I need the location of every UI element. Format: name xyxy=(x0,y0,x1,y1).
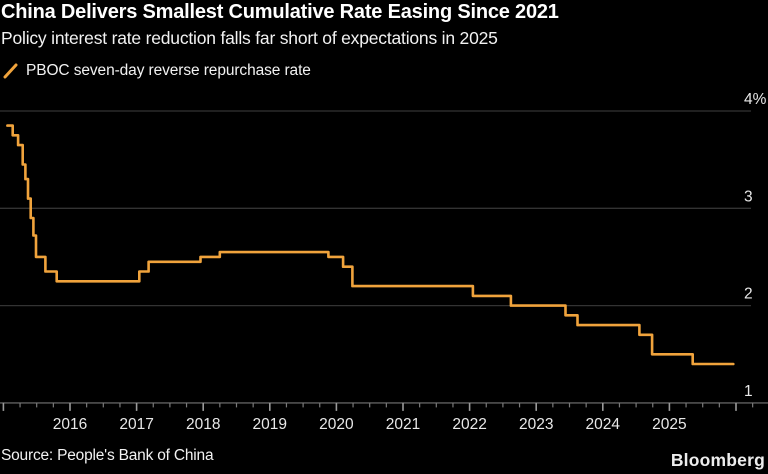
x-axis: 2016 2017 2018 2019 2020 2021 2022 2023 2024 2025 xyxy=(0,402,768,433)
x-axis-label: 2016 xyxy=(53,416,87,433)
x-axis-label: 2020 xyxy=(319,416,354,433)
y-axis-labels: 4% 3 2 1 xyxy=(744,91,767,400)
x-axis-label: 2017 xyxy=(119,416,153,433)
y-axis-label: 3 xyxy=(744,188,753,205)
y-axis-label: 4% xyxy=(744,91,767,108)
legend: PBOC seven-day reverse repurchase rate xyxy=(3,62,311,80)
x-axis-label: 2018 xyxy=(186,416,220,433)
x-axis-label: 2022 xyxy=(452,416,486,433)
rate-line-series xyxy=(6,124,735,366)
x-axis-label: 2023 xyxy=(519,416,553,433)
x-axis-label: 2024 xyxy=(586,416,621,433)
chart-title: China Delivers Smallest Cumulative Rate … xyxy=(1,1,559,23)
bloomberg-logo: Bloomberg xyxy=(670,450,765,470)
legend-label: PBOC seven-day reverse repurchase rate xyxy=(26,62,311,79)
x-axis-label: 2019 xyxy=(253,416,287,433)
rate-line xyxy=(6,124,735,366)
y-axis-label: 2 xyxy=(744,286,753,303)
x-axis-label: 2021 xyxy=(386,416,420,433)
y-axis-label: 1 xyxy=(744,383,753,400)
gridlines xyxy=(0,110,751,307)
source-note: Source: People's Bank of China xyxy=(1,447,214,464)
chart-subtitle: Policy interest rate reduction falls far… xyxy=(1,28,498,48)
legend-line-marker-icon xyxy=(3,63,18,79)
x-axis-label: 2025 xyxy=(652,416,686,433)
